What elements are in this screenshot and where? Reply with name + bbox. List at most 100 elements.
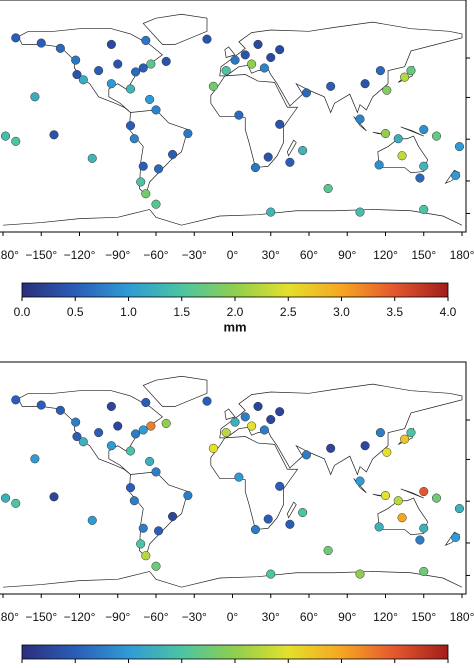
station-dot [360, 79, 370, 89]
station-dot [138, 63, 148, 73]
map-panel: −180° −150° −120° −90° −60° −30° 0° 30° 60° 90° 12… [0, 361, 474, 668]
station-dot [326, 81, 336, 91]
station-dot [208, 81, 218, 91]
station-dot [136, 539, 146, 549]
station-dot [285, 519, 295, 529]
station-dot [230, 417, 240, 427]
coastline [128, 471, 189, 558]
coastline [142, 13, 208, 45]
station-dot [374, 522, 384, 532]
colorbar [21, 644, 449, 660]
colorbar-tick-label: 4.0 [440, 305, 457, 319]
station-dot [451, 170, 461, 180]
station-dot [393, 496, 403, 506]
station-dot [106, 79, 116, 89]
station-dot [168, 511, 178, 521]
coastline [219, 21, 463, 114]
coastline [286, 139, 297, 157]
station-dot [380, 128, 391, 139]
station-dot [400, 72, 410, 82]
station-dot [431, 131, 442, 141]
lon-tick-label: 120° [373, 248, 398, 262]
station-dot [141, 551, 151, 561]
station-dot [400, 434, 410, 444]
lon-tick-label: −150° [25, 610, 57, 624]
colorbar-tick-label: 0.0 [14, 305, 31, 319]
station-dot [397, 151, 407, 161]
station-dot [1, 493, 11, 503]
station-dot [30, 92, 40, 102]
lon-tick-label: 60° [300, 610, 318, 624]
station-dot [145, 456, 155, 466]
lon-tick-label: 90° [338, 248, 356, 262]
station-dot [419, 566, 429, 577]
station-dot [151, 105, 161, 115]
lon-tick-label: −180° [0, 610, 19, 624]
station-dot [125, 121, 136, 131]
station-dot [266, 569, 276, 579]
station-dot [138, 523, 148, 533]
station-dot [263, 514, 273, 524]
coastline [219, 383, 463, 476]
station-dot [406, 66, 416, 76]
station-dot [380, 490, 391, 501]
station-dot [131, 67, 141, 77]
station-dot [266, 414, 276, 425]
lon-tick-label: −180° [0, 248, 19, 262]
station-dot [129, 496, 139, 506]
lon-tick-label: 30° [262, 610, 280, 624]
station-dot [11, 498, 21, 508]
coastline [210, 74, 299, 168]
station-dot [11, 33, 21, 43]
lon-tick-label: 150° [411, 610, 436, 624]
coastline [400, 488, 424, 499]
station-dot [419, 161, 429, 171]
lon-tick-label: −60° [143, 610, 168, 624]
station-dot [131, 429, 141, 439]
lon-tick-label: 120° [373, 610, 398, 624]
colorbar-unit: mm [223, 319, 246, 334]
lon-tick-label: 180° [450, 610, 474, 624]
station-dot [240, 50, 250, 60]
station-dot [250, 524, 260, 535]
station-dot [234, 110, 244, 120]
station-dot [36, 400, 46, 410]
station-dot [113, 59, 123, 69]
station-dot [151, 561, 161, 571]
station-dot [250, 162, 260, 173]
station-dot [454, 504, 465, 514]
station-dot [49, 492, 59, 502]
station-dot [375, 428, 385, 438]
station-dot [72, 69, 82, 80]
station-dot [71, 55, 81, 65]
station-dot [263, 152, 273, 162]
lon-tick-label: −150° [25, 248, 57, 262]
lon-tick-label: −120° [64, 248, 96, 262]
coastline [128, 109, 189, 196]
station-dot [129, 134, 139, 144]
lon-tick-label: −30° [182, 248, 207, 262]
station-dot [247, 59, 257, 69]
lon-tick-label: −90° [105, 610, 130, 624]
station-dot [141, 35, 151, 46]
station-dot [285, 157, 295, 167]
station-dot [298, 145, 308, 156]
station-dot [301, 88, 312, 98]
station-dot [240, 412, 250, 422]
station-dot [113, 421, 123, 431]
station-dot [221, 428, 231, 438]
station-dot [49, 130, 59, 140]
coastline [400, 126, 424, 137]
station-dot [138, 425, 148, 435]
station-dot [266, 52, 276, 63]
station-dot [275, 481, 285, 491]
station-dot [266, 207, 276, 217]
station-dot [87, 515, 97, 525]
station-dot [454, 142, 465, 152]
station-dot [125, 84, 136, 94]
lon-tick-label: 0° [227, 248, 239, 262]
station-dot [247, 421, 257, 431]
station-dot [1, 131, 11, 141]
colorbar-tick-label: 3.5 [386, 305, 403, 319]
